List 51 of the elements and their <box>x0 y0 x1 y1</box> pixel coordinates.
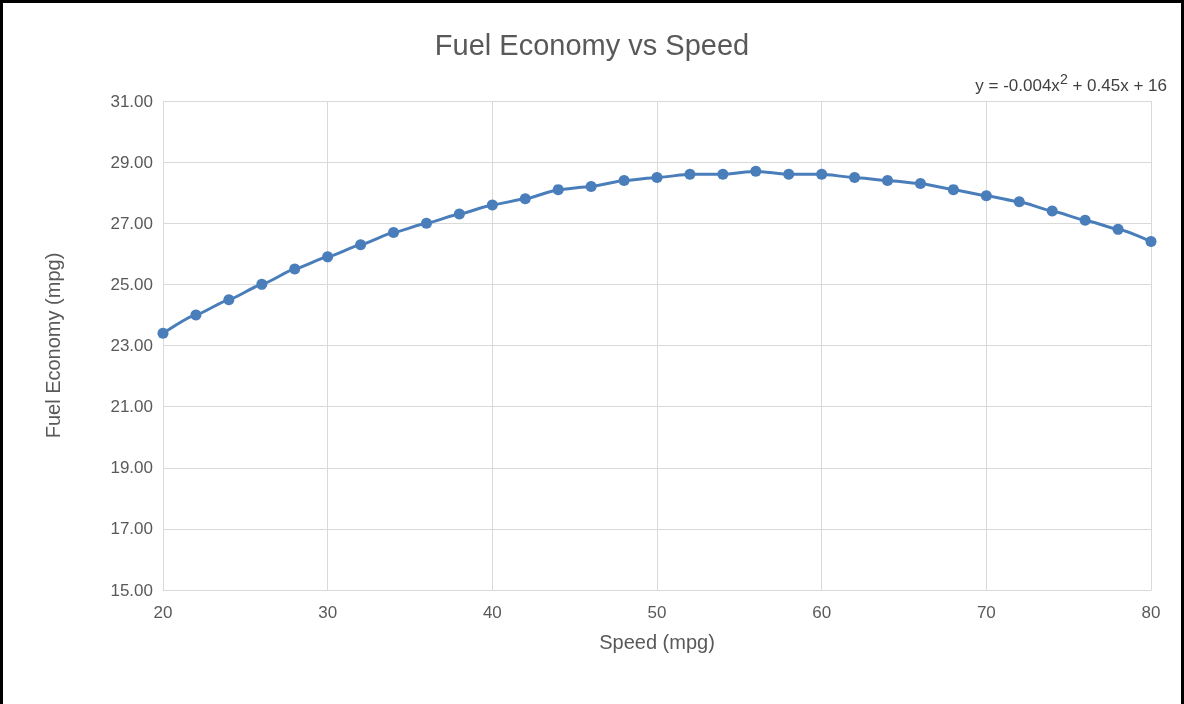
point <box>256 278 268 290</box>
y-tick-label: 15.00 <box>110 580 153 600</box>
point <box>355 239 367 251</box>
y-tick-label: 31.00 <box>110 91 153 111</box>
point <box>618 174 630 186</box>
y-tick-label: 29.00 <box>110 152 153 172</box>
point <box>289 263 301 275</box>
point <box>585 181 597 193</box>
y-tick-label: 27.00 <box>110 213 153 233</box>
point <box>980 190 992 202</box>
x-axis-title: Speed (mpg) <box>599 631 715 653</box>
point <box>750 165 762 177</box>
point <box>322 251 334 263</box>
x-tick-label: 30 <box>318 603 338 622</box>
x-tick-label: 80 <box>1141 603 1161 622</box>
point <box>552 184 564 196</box>
text: y = -0.004x$^{2}$ + 0.45x + 16 <box>975 71 1167 96</box>
point <box>914 178 926 190</box>
point <box>1145 236 1157 248</box>
point <box>849 171 861 183</box>
x-tick-label: 20 <box>153 603 173 622</box>
point <box>651 171 663 183</box>
y-tick-label: 23.00 <box>110 336 153 355</box>
x-tick-label: 40 <box>482 603 502 622</box>
point <box>388 226 400 238</box>
point <box>1112 223 1124 235</box>
point <box>783 168 795 180</box>
point <box>157 327 169 339</box>
point <box>223 294 235 306</box>
point <box>1079 214 1091 226</box>
x-tick-label: 60 <box>812 603 832 622</box>
point <box>947 184 959 196</box>
x-tick-label: 50 <box>647 603 667 622</box>
point <box>717 168 729 180</box>
point <box>486 199 498 211</box>
point <box>453 208 465 220</box>
point <box>816 168 828 180</box>
point <box>420 217 432 229</box>
point <box>684 168 696 180</box>
y-tick-label: 19.00 <box>110 458 153 478</box>
point <box>882 174 894 186</box>
point <box>190 309 202 321</box>
chart-title: Fuel Economy vs Speed <box>434 28 750 61</box>
y-tick-label: 17.00 <box>110 519 153 539</box>
point <box>1013 196 1025 208</box>
point <box>1046 205 1058 217</box>
point <box>519 193 531 205</box>
x-tick-label: 70 <box>976 603 996 622</box>
y-tick-label: 21.00 <box>110 397 153 417</box>
y-tick-label: 25.00 <box>110 274 153 294</box>
y-axis-title: Fuel Economy (mpg) <box>42 252 64 439</box>
